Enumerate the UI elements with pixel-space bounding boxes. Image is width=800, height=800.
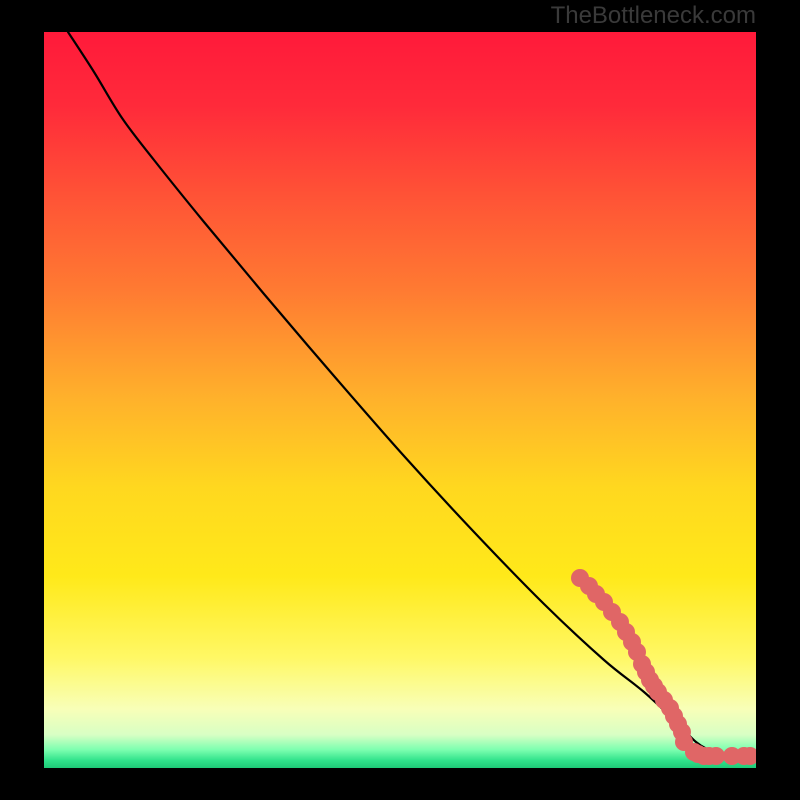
- plot-area: [44, 32, 756, 768]
- scatter-point: [707, 747, 725, 765]
- chart-root: TheBottleneck.com: [0, 0, 800, 800]
- watermark-text: TheBottleneck.com: [551, 2, 756, 30]
- scatter-points: [571, 569, 756, 765]
- performance-curve: [68, 32, 756, 758]
- chart-svg: [44, 32, 756, 768]
